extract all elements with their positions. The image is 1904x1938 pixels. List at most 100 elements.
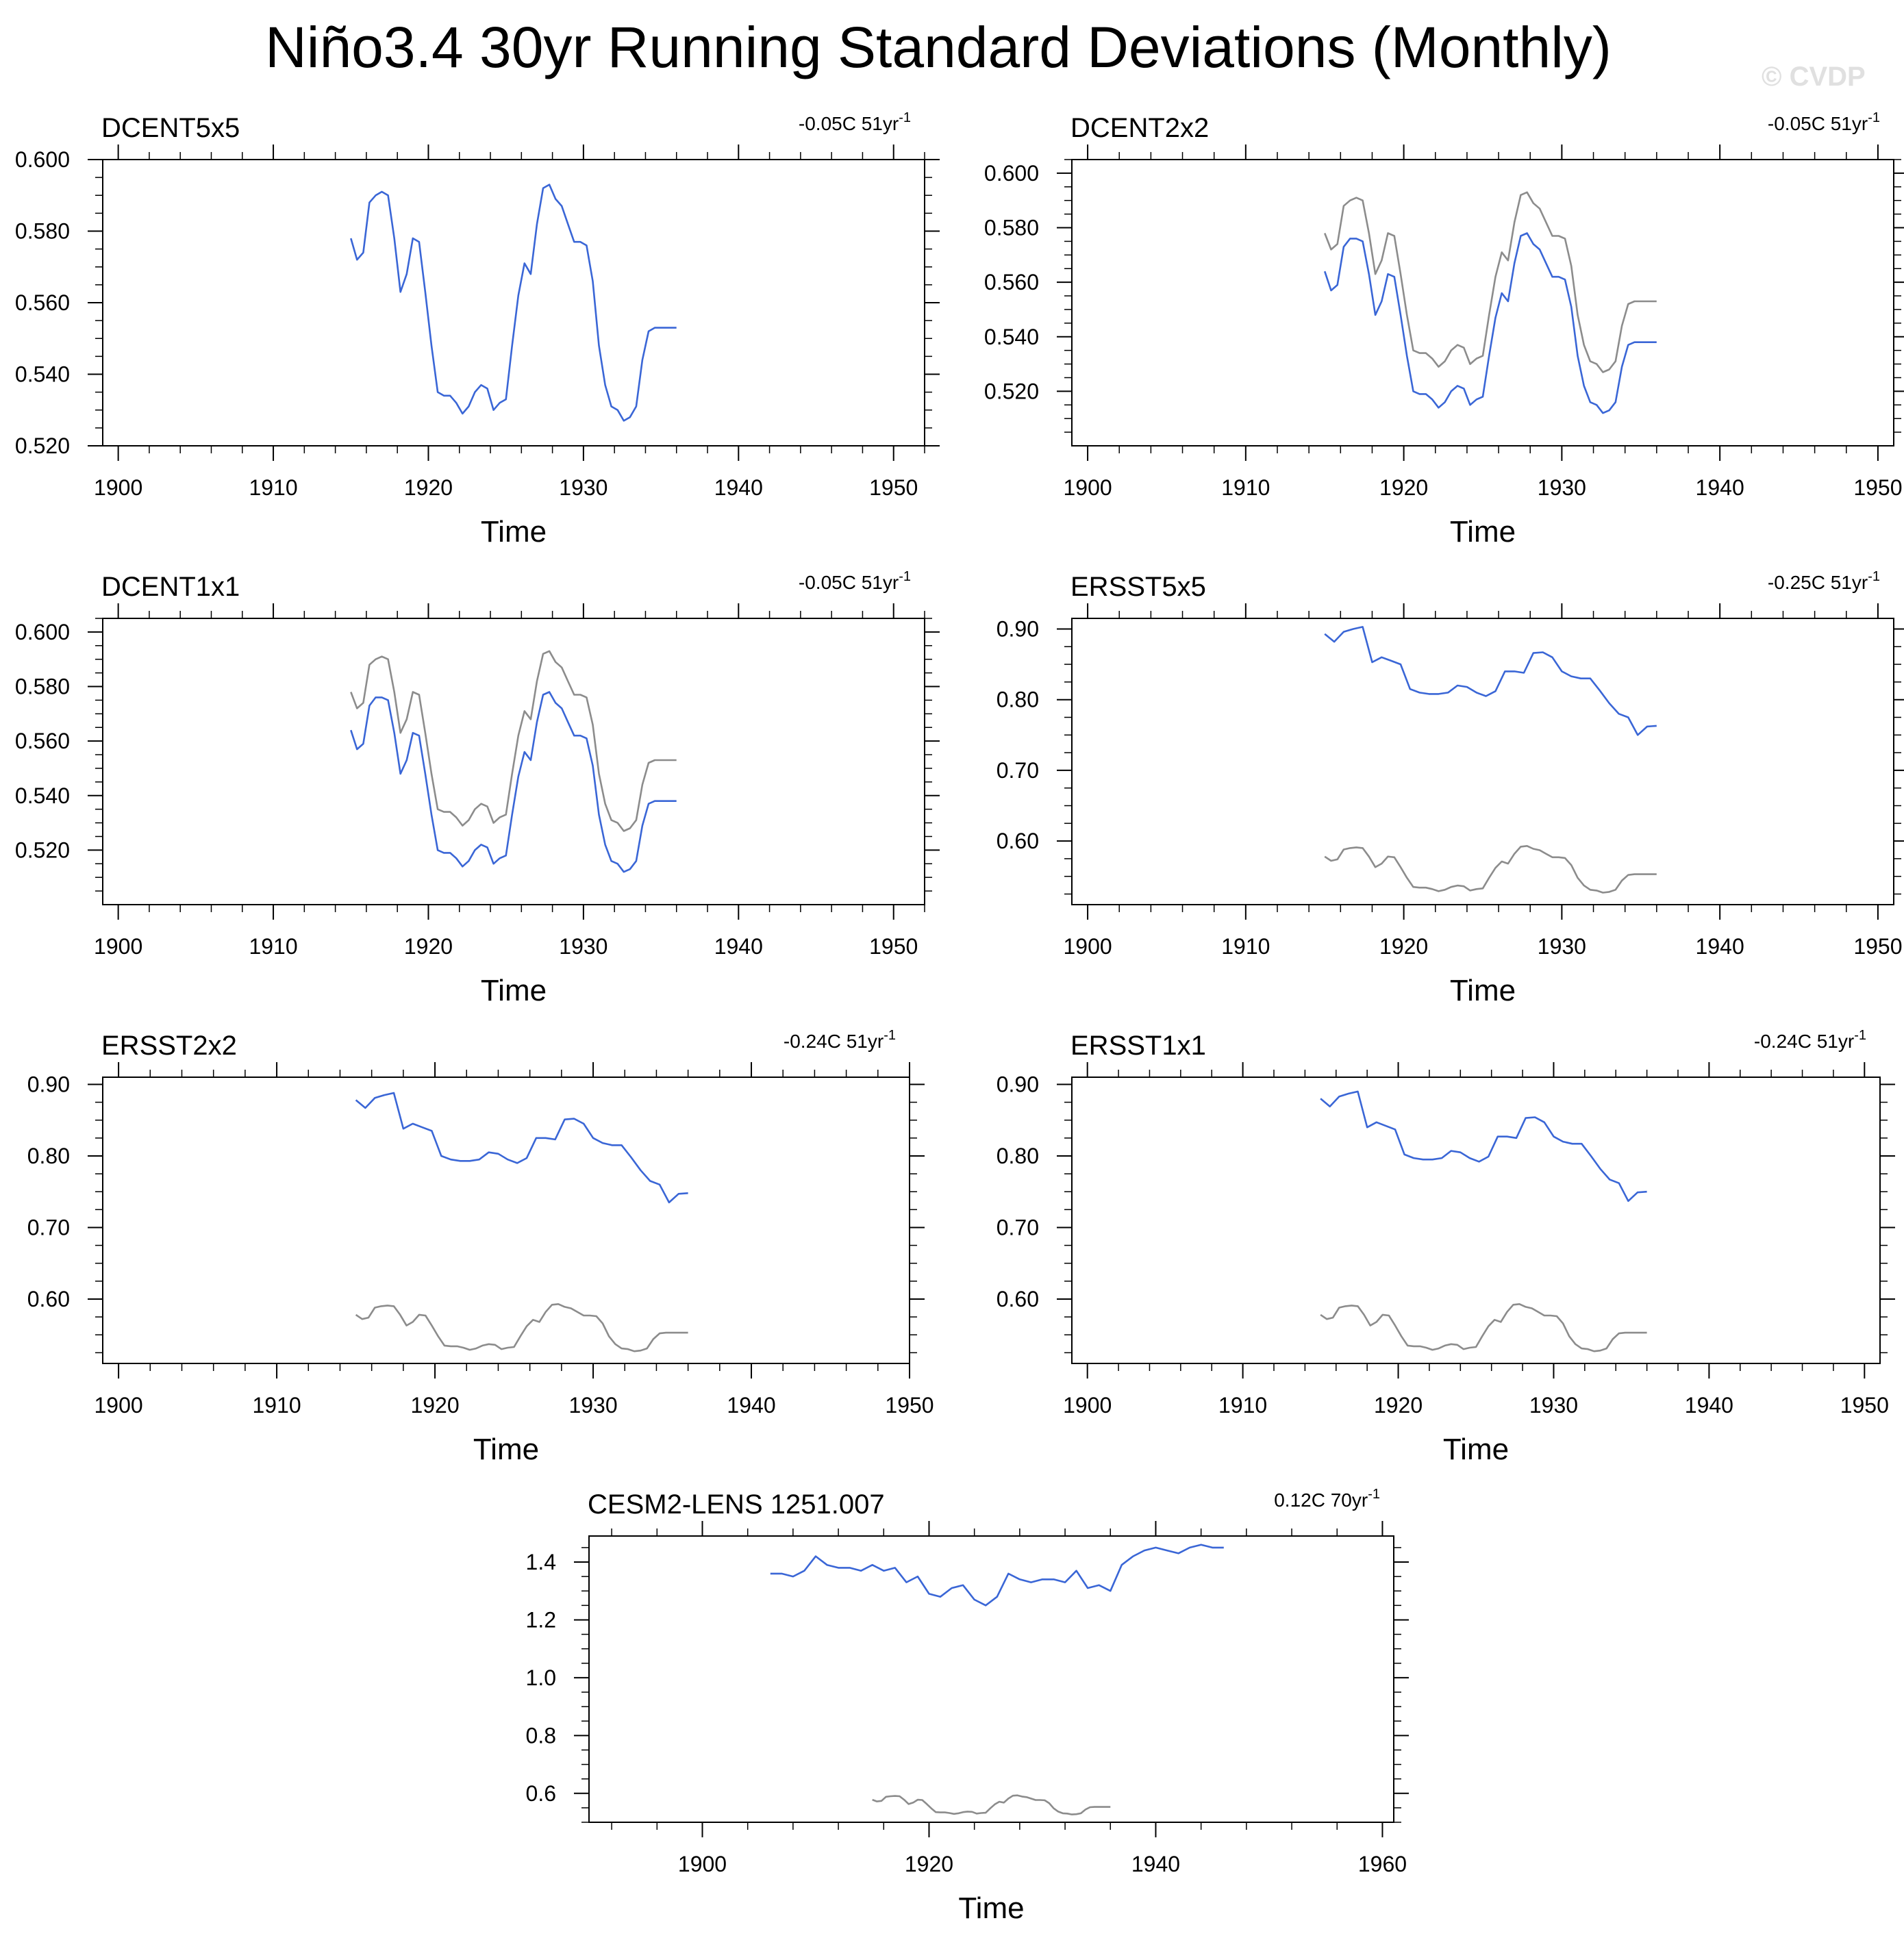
x-tick-label: 1950 [869, 475, 918, 500]
x-tick-label: 1900 [94, 934, 142, 959]
chart-panel-6: 1900 1910 1920 1930 1940 1950 0.60 0.70 0.80 0.90… [997, 1028, 1895, 1466]
panel-title: ERSST5x5 [1070, 572, 1206, 602]
x-tick-label: 1920 [1379, 475, 1428, 500]
y-tick-label: 0.580 [15, 219, 70, 244]
x-tick-label: 1920 [1379, 934, 1428, 959]
x-tick-label: 1940 [727, 1393, 775, 1418]
x-tick-label: 1950 [1853, 934, 1902, 959]
x-tick-label: 1910 [1221, 475, 1270, 500]
y-tick-label: 0.70 [27, 1215, 70, 1239]
panel-title: DCENT2x2 [1070, 113, 1209, 143]
x-tick-label: 1930 [1538, 475, 1586, 500]
model-series-line [770, 1544, 1224, 1607]
model-series-line [350, 691, 677, 873]
trend-label: -0.24C 51yr-1 [784, 1028, 896, 1052]
x-tick-label: 1900 [1063, 1393, 1112, 1418]
y-tick-label: 0.520 [15, 838, 70, 862]
x-tick-label: 1920 [905, 1852, 953, 1876]
x-tick-label: 1940 [1696, 475, 1744, 500]
x-tick-label: 1920 [410, 1393, 459, 1418]
x-tick-label: 1940 [1685, 1393, 1733, 1418]
panel-title: DCENT5x5 [101, 113, 240, 143]
panel-title: DCENT1x1 [101, 572, 240, 602]
plot-frame [102, 618, 925, 905]
x-tick-label: 1930 [568, 1393, 617, 1418]
x-tick-label: 1960 [1358, 1852, 1407, 1876]
x-axis-label: Time [473, 1433, 539, 1466]
y-tick-label: 0.70 [997, 758, 1039, 783]
reference-series-line [355, 1303, 688, 1352]
y-tick-label: 1.0 [526, 1665, 556, 1690]
y-tick-label: 0.60 [997, 829, 1039, 853]
y-tick-label: 0.6 [526, 1781, 556, 1806]
x-tick-label: 1930 [559, 475, 607, 500]
plot-frame [588, 1535, 1394, 1823]
y-tick-label: 0.60 [27, 1287, 70, 1311]
y-tick-label: 0.560 [984, 270, 1039, 294]
model-series-line [1320, 1090, 1647, 1203]
trend-label: 0.12C 70yr-1 [1274, 1487, 1380, 1511]
y-tick-label: 0.70 [997, 1215, 1039, 1239]
x-tick-label: 1940 [714, 934, 763, 959]
x-tick-label: 1910 [249, 934, 297, 959]
y-tick-label: 1.4 [526, 1550, 556, 1574]
x-tick-label: 1950 [1853, 475, 1902, 500]
y-tick-label: 0.600 [984, 161, 1039, 186]
cvdp-watermark: © CVDP [1762, 62, 1866, 92]
x-tick-label: 1920 [404, 934, 453, 959]
y-tick-label: 0.80 [997, 1144, 1039, 1168]
x-tick-label: 1940 [1696, 934, 1744, 959]
y-tick-label: 0.520 [984, 379, 1039, 403]
x-axis-label: Time [1450, 974, 1516, 1007]
chart-panel-4: 1900 1910 1920 1930 1940 1950 0.60 0.70 0.80 0.90… [997, 569, 1904, 1007]
x-axis-label: Time [1450, 515, 1516, 549]
y-tick-label: 0.540 [15, 783, 70, 808]
x-tick-label: 1910 [1221, 934, 1270, 959]
y-tick-label: 0.520 [15, 433, 70, 458]
x-axis-label: Time [481, 974, 547, 1007]
chart-panel-3: 1900 1910 1920 1930 1940 1950 0.520 0.540 0.560 0… [15, 569, 940, 1007]
x-tick-label: 1910 [1218, 1393, 1267, 1418]
plot-frame [102, 159, 925, 446]
y-tick-label: 0.90 [997, 616, 1039, 641]
y-tick-label: 0.60 [997, 1287, 1039, 1311]
panel-title: ERSST1x1 [1070, 1031, 1206, 1061]
reference-series-line [872, 1794, 1111, 1815]
y-tick-label: 0.560 [15, 729, 70, 753]
x-tick-label: 1900 [678, 1852, 727, 1876]
x-tick-label: 1950 [1840, 1393, 1889, 1418]
y-tick-label: 0.560 [15, 290, 70, 315]
x-tick-label: 1940 [1131, 1852, 1180, 1876]
y-tick-label: 0.540 [984, 325, 1039, 349]
panel-title: CESM2-LENS 1251.007 [588, 1489, 885, 1520]
x-tick-label: 1900 [1063, 934, 1112, 959]
y-tick-label: 1.2 [526, 1607, 556, 1632]
reference-series-line [350, 650, 677, 832]
model-series-line [350, 184, 677, 422]
x-tick-label: 1920 [404, 475, 453, 500]
y-tick-label: 0.580 [15, 675, 70, 699]
model-series-line [1323, 232, 1657, 414]
y-tick-label: 0.600 [15, 147, 70, 172]
y-tick-label: 0.80 [997, 688, 1039, 712]
page-title: Niño3.4 30yr Running Standard Deviations… [265, 15, 1612, 79]
chart-panel-1: 1900 1910 1920 1930 1940 1950 0.520 0.540 0.560 0… [15, 110, 940, 549]
x-tick-label: 1940 [714, 475, 763, 500]
x-tick-label: 1950 [885, 1393, 934, 1418]
chart-panel-5: 1900 1910 1920 1930 1940 1950 0.60 0.70 0.80 0.90… [27, 1028, 934, 1466]
chart-panel-7: 1900 1920 1940 1960 0.6 0.8 1.0 1.2 1.4 CESM2-LEN… [526, 1487, 1409, 1925]
y-tick-label: 0.8 [526, 1723, 556, 1748]
trend-label: -0.05C 51yr-1 [799, 110, 911, 134]
x-tick-label: 1900 [95, 1393, 143, 1418]
x-tick-label: 1920 [1374, 1393, 1423, 1418]
trend-label: -0.05C 51yr-1 [1768, 110, 1880, 134]
x-axis-label: Time [958, 1891, 1024, 1925]
reference-series-line [1323, 191, 1657, 373]
x-axis-label: Time [1443, 1433, 1509, 1466]
model-series-line [355, 1092, 688, 1204]
y-tick-label: 0.580 [984, 216, 1039, 240]
y-tick-label: 0.80 [27, 1144, 70, 1168]
x-tick-label: 1930 [559, 934, 607, 959]
x-tick-label: 1910 [252, 1393, 301, 1418]
